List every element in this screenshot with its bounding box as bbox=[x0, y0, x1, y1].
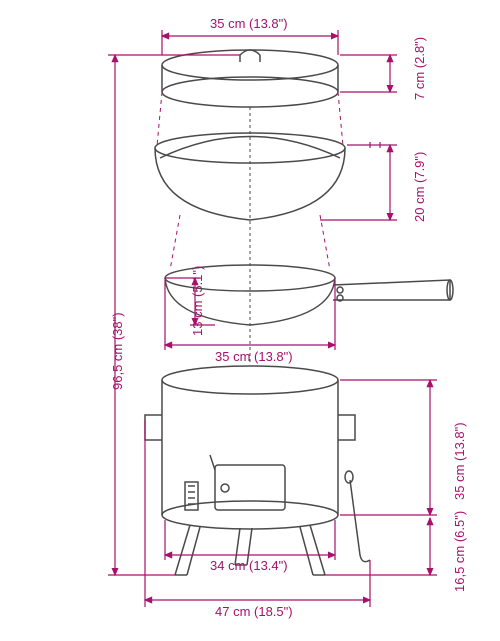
dim-pan-width: 35 cm (13.8") bbox=[215, 349, 293, 364]
pan bbox=[165, 265, 453, 325]
dim-leg-height: 16,5 cm (6.5") bbox=[452, 511, 467, 592]
dim-pot-height: 20 cm (7.9") bbox=[412, 152, 427, 222]
dim-lid-width: 35 cm (13.8") bbox=[210, 16, 288, 31]
dim-base-width: 47 cm (18.5") bbox=[215, 604, 293, 619]
dim-stove-height: 35 cm (13.8") bbox=[452, 422, 467, 500]
dim-lid-height: 7 cm (2.8") bbox=[412, 37, 427, 100]
dim-stove-width: 34 cm (13.4") bbox=[210, 558, 288, 573]
dim-total-height: 96,5 cm (38") bbox=[110, 312, 125, 390]
stove bbox=[145, 366, 370, 562]
pot bbox=[155, 133, 345, 220]
dim-pan-height: 13 cm (5.1") bbox=[190, 266, 205, 336]
lid bbox=[162, 50, 338, 107]
